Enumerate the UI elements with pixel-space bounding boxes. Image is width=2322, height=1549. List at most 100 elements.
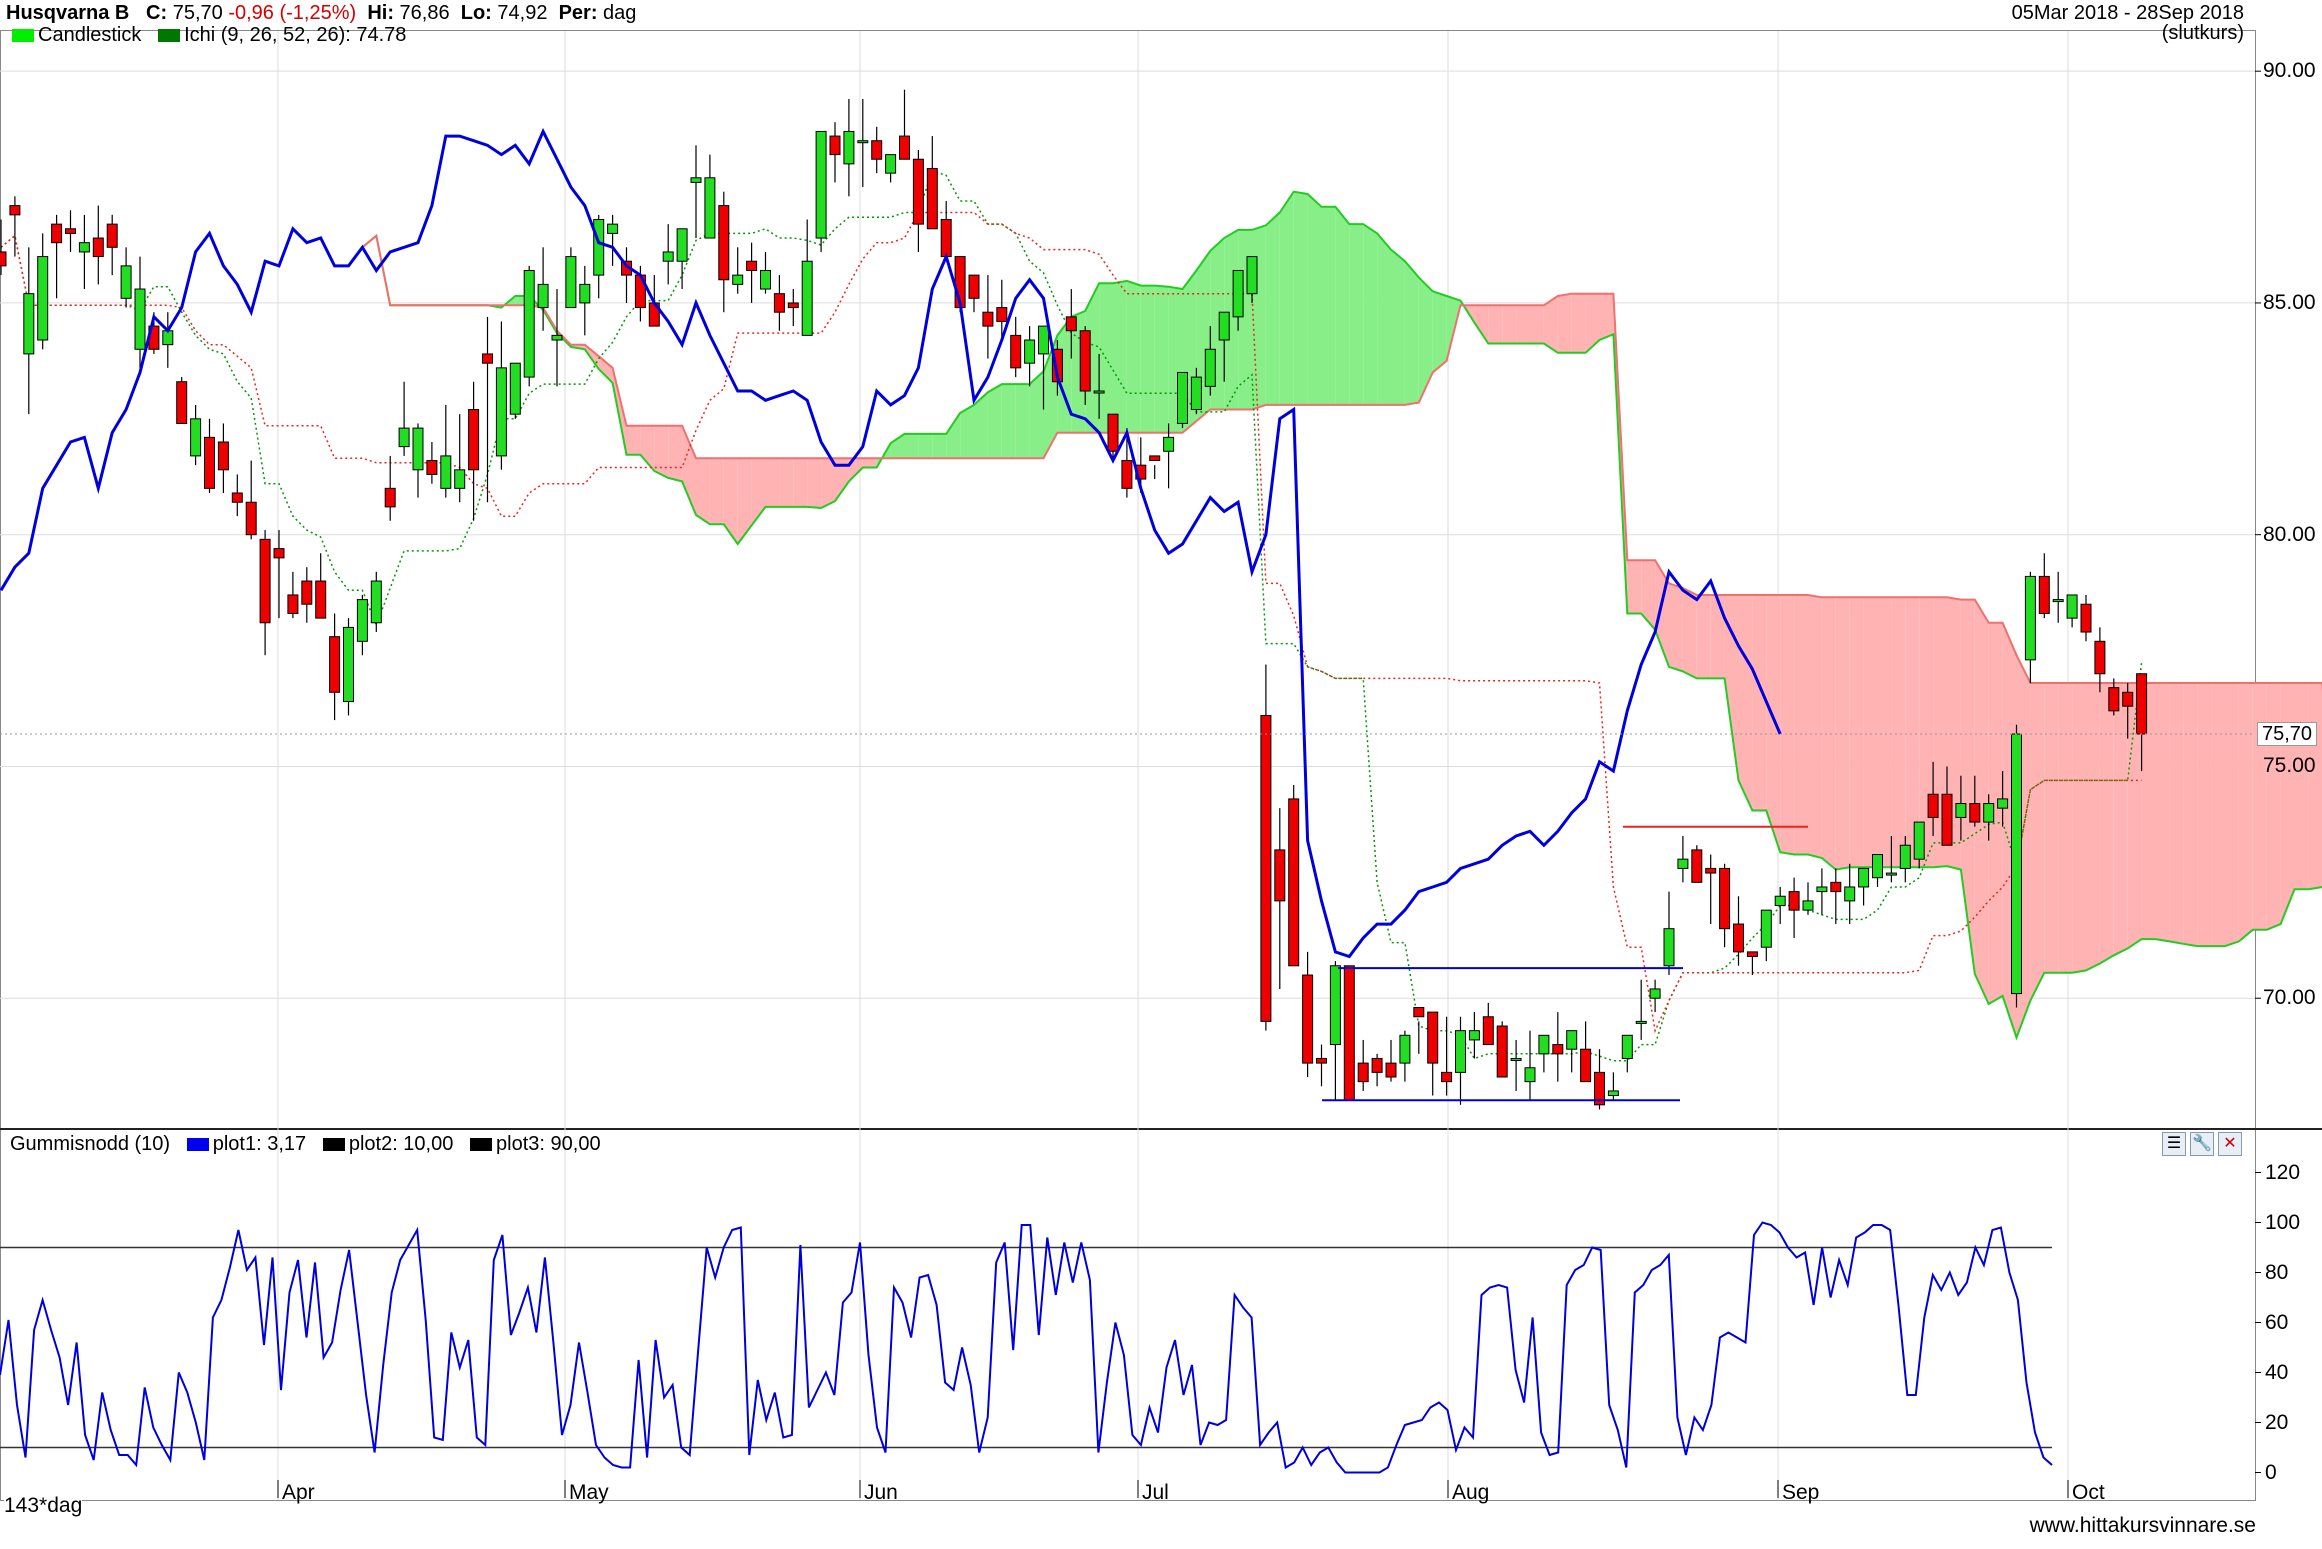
close-icon[interactable]: ✕ [2218,1132,2242,1156]
month-label: Apr [282,1481,315,1504]
candle-body [1774,895,1786,907]
candle-body [134,288,146,350]
candle-body [468,409,480,471]
cloud-bear-segment [1599,293,1614,341]
cloud-bear-segment [848,458,863,482]
month-label: May [569,1481,609,1504]
candle-body [551,334,563,341]
cloud-bear-segment [1821,597,1836,870]
candle-body [1816,886,1828,893]
candle-body [495,367,507,457]
candle-body [982,311,994,327]
candle-body [2080,603,2092,633]
cloud-bear-segment [1571,293,1586,353]
candle-body [1719,867,1731,930]
cloud-bull-segment [1140,285,1155,433]
oscillator-title: Gummisnodd (10) [10,1133,171,1155]
cloud-bear-segment [2155,683,2170,942]
cloud-bear-segment [779,458,794,507]
legend-plot1[interactable]: plot1: 3,17 [212,1133,307,1155]
candle-body [1079,330,1091,392]
price-tick-label: 80.00 [2263,522,2316,546]
candle-body [0,251,7,267]
cloud-bear-segment [626,425,641,455]
candle-body [1788,891,1800,911]
candle-body [204,436,215,489]
list-icon[interactable]: ☰ [2162,1132,2186,1156]
cloud-bear-segment [2308,683,2322,890]
cloud-bear-segment [2211,683,2225,947]
close-label: C: [146,2,168,24]
candle-body [1872,854,1883,879]
legend-candlestick[interactable]: Candlestick [38,24,142,46]
cloud-bull-segment [974,392,988,459]
cloud-bear-segment [1877,597,1892,868]
candle-body [2108,687,2120,712]
cloud-bear-segment [2294,683,2309,890]
cloud-bear-segment [1557,293,1572,353]
cloud-bear-segment [2266,683,2281,930]
cloud-bear-segment [640,425,655,471]
candle-body [857,140,869,144]
candle-body [1455,1030,1466,1073]
cloud-bear-segment [751,458,766,526]
candle-body [1232,269,1244,318]
cloud-bear-segment [2113,683,2128,956]
osc-tick-label: 20 [2265,1410,2289,1434]
cloud-bull-segment [987,384,1002,459]
plot1-swatch [186,1138,209,1151]
legend-plot2[interactable]: plot2: 10,00 [348,1133,454,1155]
candle-body [523,269,535,378]
candle-body [1107,413,1119,452]
date-range: 05Mar 2018 - 28Sep 2018 [2011,2,2244,24]
candle-body [718,205,730,281]
candle-body [482,353,493,364]
cloud-bear-segment [1835,597,1850,870]
cloud-bear-segment [2252,683,2267,930]
oscillator-legend: Gummisnodd (10) plot1: 3,17 plot2: 10,00… [10,1133,601,1155]
candle-body [1302,974,1314,1064]
candle-body [1177,371,1188,424]
candle-body [120,265,132,299]
cloud-bear-segment [2141,683,2156,940]
candle-body [1204,348,1216,387]
wrench-icon[interactable]: 🔧 [2190,1132,2214,1156]
candle-body [1899,844,1911,869]
hi-value: 76,86 [399,2,450,24]
cloud-bear-segment [1641,560,1656,630]
price-type: (slutkurs) [2161,22,2244,44]
candle-body [1802,900,1814,911]
candle-body [1246,256,1258,295]
candle-body [1941,793,1953,846]
candle-body [356,599,368,642]
cloud-bear-segment [682,425,696,515]
cloud-bear-segment [723,458,738,544]
candle-body [787,302,799,309]
candle-body [537,283,549,309]
period-label: Per: [558,2,598,24]
cloud-bear-segment [793,458,808,507]
cloud-bear-segment [1710,594,1725,679]
candle-body [1997,798,2009,809]
candle-body [162,330,174,346]
candle-body [1163,436,1175,452]
legend-ichi[interactable]: Ichi (9, 26, 52, 26): 74.78 [184,24,407,46]
ichi-blue-line [0,127,1782,959]
legend-plot3[interactable]: plot3: 90,00 [496,1133,601,1155]
candle-body [579,283,591,304]
candle-body [1510,1057,1522,1061]
candle-body [2066,594,2078,619]
cloud-bear-segment [1488,305,1503,344]
cloud-bull-segment [1307,194,1322,405]
candle-body [1329,965,1341,1046]
cloud-bear-segment [598,356,613,383]
cloud-bear-segment [1766,594,1781,853]
cloud-bull-segment [960,404,974,459]
candle-body [23,293,35,355]
candle-body [899,135,910,160]
cloud-bear-segment [821,458,835,509]
candle-body [231,492,243,503]
candle-body [593,219,605,276]
